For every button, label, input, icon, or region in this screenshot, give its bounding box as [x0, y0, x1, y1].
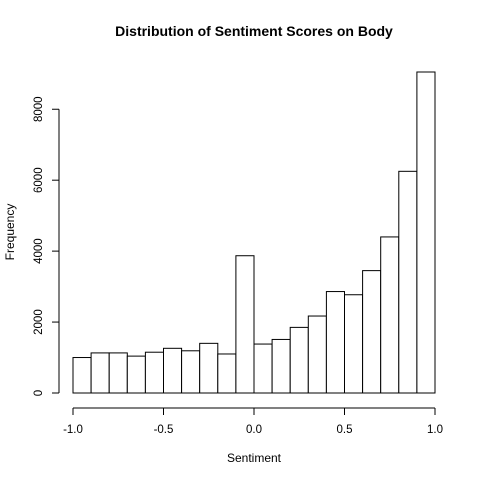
histogram-bar: [271, 338, 291, 394]
histogram-bar: [398, 170, 418, 394]
x-tick-label: -0.5: [154, 424, 174, 436]
x-tick-label: 0.5: [337, 424, 353, 436]
y-tick-label: 4000: [33, 238, 45, 264]
x-tick-label: -1.0: [63, 424, 83, 436]
histogram-bar: [362, 270, 382, 394]
histogram-bar: [289, 326, 309, 394]
x-axis: -1.0 -0.5 0.0 0.5 1.0: [63, 407, 443, 436]
histogram-bar: [199, 342, 219, 394]
histogram-bar: [144, 351, 164, 394]
histogram-bar: [217, 353, 237, 394]
y-tick-label: 0: [33, 390, 45, 396]
histogram-bar: [90, 352, 110, 394]
histogram-bar: [325, 291, 345, 394]
y-tick-label: 6000: [33, 167, 45, 193]
bars-group: [72, 71, 436, 394]
histogram-bar: [380, 236, 400, 394]
y-axis: 0 2000 4000 6000 8000: [33, 96, 60, 396]
histogram-bar: [126, 355, 146, 394]
x-tick-label: 1.0: [427, 424, 443, 436]
histogram-bar: [108, 352, 128, 394]
chart-title: Distribution of Sentiment Scores on Body: [115, 23, 393, 39]
histogram-bar: [416, 71, 436, 394]
histogram-bar: [72, 357, 92, 394]
x-axis-label: Sentiment: [227, 451, 282, 465]
histogram-bar: [235, 255, 255, 394]
y-axis-label: Frequency: [3, 204, 17, 261]
histogram-bar: [344, 294, 364, 394]
y-tick-label: 2000: [33, 309, 45, 335]
histogram-bar: [181, 350, 201, 394]
histogram-bar: [253, 343, 273, 394]
histogram-bar: [307, 315, 327, 394]
y-tick-label: 8000: [33, 96, 45, 122]
x-tick-label: 0.0: [246, 424, 262, 436]
histogram-bar: [163, 347, 183, 394]
